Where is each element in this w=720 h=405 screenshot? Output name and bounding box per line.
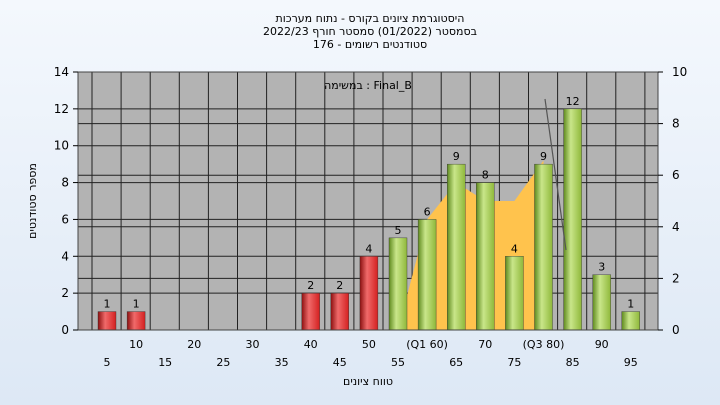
y-tick-label: 4 bbox=[61, 249, 69, 263]
y-tick-label: 14 bbox=[54, 65, 69, 79]
bar-value-label: 1 bbox=[627, 298, 634, 311]
bar-value-label: 2 bbox=[336, 279, 343, 292]
bar-value-label: 9 bbox=[540, 150, 547, 163]
bar-value-label: 3 bbox=[598, 261, 605, 274]
y2-tick-label: 2 bbox=[672, 271, 680, 285]
bar bbox=[563, 108, 582, 331]
plot-frame bbox=[77, 71, 659, 331]
bar bbox=[592, 274, 611, 331]
bar bbox=[476, 182, 495, 331]
x-axis: 5 10 15 20 25 30 35 40 45 50 55(Q1 60)65 70 75(Q3 80… bbox=[104, 338, 638, 369]
y2-tick-label: 8 bbox=[672, 117, 680, 131]
x-tick-label: 45 bbox=[333, 356, 347, 369]
y-tick-label: 10 bbox=[54, 139, 69, 153]
bar bbox=[97, 311, 117, 331]
chart-title-line-2: בסמסטר (01/2022) סמסטר חורף 2022/23 bbox=[263, 25, 477, 38]
x-axis-label: טווח ציונים bbox=[343, 375, 393, 388]
y2-tick-label: 0 bbox=[672, 323, 680, 337]
x-tick-label: 30 bbox=[246, 338, 260, 351]
bar bbox=[447, 163, 466, 331]
bar-value-label: 9 bbox=[453, 150, 460, 163]
bar-value-label: 4 bbox=[365, 242, 372, 255]
y2-tick-label: 4 bbox=[672, 220, 680, 234]
bar bbox=[359, 256, 379, 331]
bar-value-label: 6 bbox=[424, 205, 431, 218]
bar bbox=[534, 163, 553, 331]
bar bbox=[505, 256, 524, 331]
y2-tick-label: 10 bbox=[672, 65, 687, 79]
y-tick-label: 8 bbox=[61, 176, 69, 190]
x-tick-label: 20 bbox=[187, 338, 201, 351]
bar bbox=[417, 219, 437, 331]
bar bbox=[388, 237, 408, 331]
x-tick-label: 55 bbox=[391, 356, 405, 369]
x-tick-label: (Q1 60) bbox=[406, 338, 448, 351]
bar-value-label: 12 bbox=[566, 95, 580, 108]
annotation-label: במשימה : Final_B bbox=[324, 79, 412, 92]
chart-title: היסטוגרמת ציונים בקורס - נתוח מערכות בסמ… bbox=[263, 12, 477, 51]
x-tick-label: 85 bbox=[566, 356, 580, 369]
y-tick-label: 2 bbox=[61, 286, 69, 300]
y2-tick-label: 6 bbox=[672, 168, 680, 182]
y-axis-left: 0 2 4 6 8 10 12 14 bbox=[54, 65, 78, 337]
x-tick-label: 5 bbox=[104, 356, 111, 369]
x-tick-label: 15 bbox=[158, 356, 172, 369]
bar-value-label: 8 bbox=[482, 169, 489, 182]
y-tick-label: 12 bbox=[54, 102, 69, 116]
chart-title-line-1: היסטוגרמת ציונים בקורס - נתוח מערכות bbox=[276, 12, 465, 25]
bar-value-label: 2 bbox=[307, 279, 314, 292]
x-tick-label: 75 bbox=[507, 356, 521, 369]
bar-value-label: 1 bbox=[104, 298, 111, 311]
q3-marker-line bbox=[544, 98, 567, 251]
bar-value-label: 4 bbox=[511, 242, 518, 255]
x-tick-label: (Q3 80) bbox=[523, 338, 565, 351]
x-tick-label: 40 bbox=[304, 338, 318, 351]
chart-title-line-3: סטודנטים רשומים - 176 bbox=[313, 38, 427, 51]
x-tick-label: 90 bbox=[595, 338, 609, 351]
bar bbox=[301, 292, 320, 331]
bar-value-label: 5 bbox=[395, 224, 402, 237]
bar bbox=[330, 292, 349, 331]
x-tick-label: 10 bbox=[129, 338, 143, 351]
grid-lines bbox=[78, 72, 658, 330]
bar-value-label: 1 bbox=[133, 298, 140, 311]
x-tick-label: 35 bbox=[275, 356, 289, 369]
x-tick-label: 95 bbox=[624, 356, 638, 369]
bar bbox=[621, 311, 640, 331]
x-tick-label: 50 bbox=[362, 338, 376, 351]
y-tick-label: 6 bbox=[61, 212, 69, 226]
y-axis-right: 0 2 4 6 8 10 bbox=[658, 65, 687, 337]
y-axis-label: מספר סטודנטים bbox=[26, 163, 39, 239]
y-tick-label: 0 bbox=[61, 323, 69, 337]
x-tick-label: 25 bbox=[216, 356, 230, 369]
bar bbox=[126, 311, 146, 331]
x-tick-label: 70 bbox=[478, 338, 492, 351]
x-tick-label: 65 bbox=[449, 356, 463, 369]
